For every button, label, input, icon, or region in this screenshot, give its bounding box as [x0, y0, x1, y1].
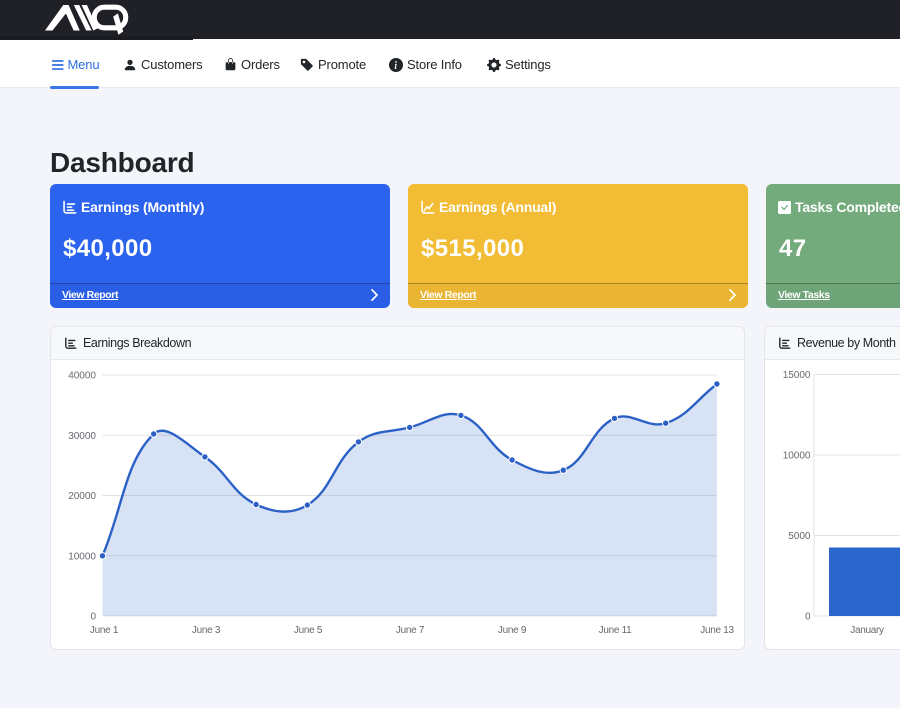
- svg-text:June 3: June 3: [192, 625, 221, 636]
- svg-text:June 1: June 1: [90, 625, 119, 636]
- svg-text:0: 0: [805, 612, 811, 623]
- svg-text:June 5: June 5: [294, 625, 323, 636]
- svg-text:June 13: June 13: [700, 625, 734, 636]
- svg-text:15000: 15000: [783, 370, 811, 381]
- svg-text:10000: 10000: [68, 551, 96, 562]
- svg-text:June 9: June 9: [498, 625, 527, 636]
- svg-text:40000: 40000: [68, 371, 96, 382]
- svg-text:20000: 20000: [68, 491, 96, 502]
- svg-text:June 7: June 7: [396, 625, 425, 636]
- svg-text:January: January: [850, 625, 884, 636]
- svg-text:10000: 10000: [783, 451, 811, 462]
- svg-text:0: 0: [90, 612, 96, 623]
- svg-text:30000: 30000: [68, 431, 96, 442]
- svg-text:June 11: June 11: [599, 625, 632, 636]
- svg-text:5000: 5000: [788, 531, 811, 542]
